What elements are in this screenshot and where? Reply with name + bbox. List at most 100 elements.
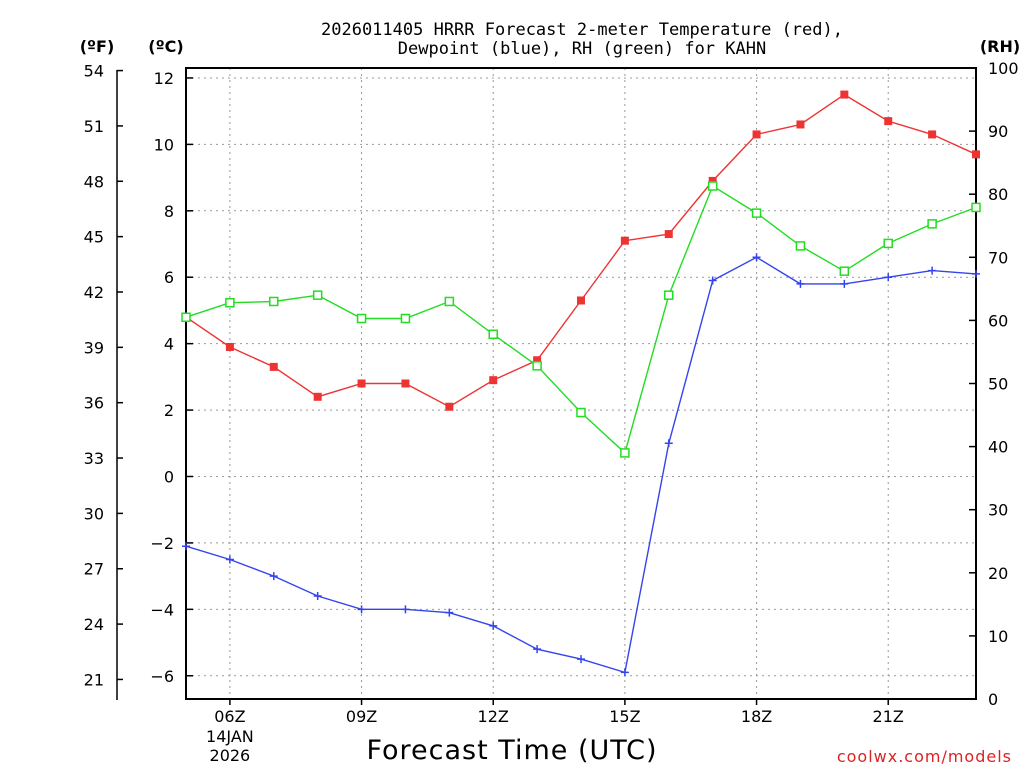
rh-point [883, 238, 893, 249]
rh-tick-label: 10 [988, 627, 1008, 646]
temperature-point [357, 379, 366, 388]
fahrenheit-tick-label: 42 [84, 283, 104, 302]
dewpoint-point [928, 266, 937, 275]
dewpoint-point [533, 645, 542, 654]
rh-point [488, 329, 498, 340]
dewpoint-point [401, 605, 410, 614]
rh-point [620, 448, 630, 458]
rh-point [532, 361, 542, 371]
fahrenheit-tick-label: 51 [84, 117, 104, 136]
x-tick-sublabel-year: 2026 [210, 746, 251, 765]
temperature-series-line [185, 93, 977, 408]
chart-title-line1: 2026011405 HRRR Forecast 2-meter Tempera… [321, 20, 843, 40]
series-layer [181, 90, 981, 677]
temperature-point [401, 379, 410, 388]
fahrenheit-tick-label: 54 [84, 62, 104, 81]
celsius-tick-label: 0 [164, 467, 174, 486]
plot-frame [185, 67, 977, 700]
dewpoint-point [269, 572, 278, 581]
x-axis-title: Forecast Time (UTC) [366, 735, 657, 766]
celsius-tick-label: 4 [164, 335, 174, 354]
temperature-point [972, 150, 980, 159]
rh-point [971, 202, 981, 213]
rh-tick-label: 0 [988, 690, 998, 709]
celsius-tick-label: −6 [150, 667, 174, 686]
dewpoint-point [182, 542, 190, 551]
dewpoint-point [884, 273, 893, 282]
x-tick-label: 18Z [741, 707, 772, 726]
rh-tick-label: 50 [988, 375, 1008, 394]
temperature-point [664, 230, 673, 239]
rh-tick-label: 60 [988, 311, 1008, 330]
rh-tick-label: 80 [988, 185, 1008, 204]
fahrenheit-tick-label: 39 [84, 338, 104, 357]
rh-tick-label: 90 [988, 122, 1008, 141]
dewpoint-series-line [185, 256, 977, 674]
celsius-tick-label: 6 [164, 268, 174, 287]
temperature-point [708, 176, 717, 185]
temperature-point [533, 356, 542, 365]
rh-point [269, 296, 279, 307]
unit-celsius-label: (ºC) [148, 37, 183, 56]
dewpoint-point [796, 279, 805, 288]
celsius-tick-label: 12 [154, 69, 174, 88]
x-tick-label: 12Z [478, 707, 509, 726]
temperature-point [225, 342, 234, 351]
grid-lines [186, 68, 976, 699]
x-tick-label: 21Z [873, 707, 904, 726]
rh-point [356, 313, 367, 324]
celsius-tick-label: −4 [150, 600, 174, 619]
unit-rh-label: (RH) [980, 37, 1020, 56]
fahrenheit-tick-label: 30 [84, 504, 104, 523]
temperature-point [752, 130, 761, 139]
x-tick-sublabel-date: 14JAN [206, 727, 254, 746]
x-tick-label: 06Z [214, 707, 245, 726]
celsius-tick-label: 10 [154, 135, 174, 154]
rh-point [576, 407, 586, 418]
fahrenheit-tick-label: 48 [84, 172, 104, 191]
fahrenheit-tick-label: 27 [84, 560, 104, 579]
rh-point [444, 296, 455, 307]
rh-point [181, 312, 191, 322]
dewpoint-point [577, 655, 585, 664]
chart-title-line2: Dewpoint (blue), RH (green) for KAHN [398, 39, 766, 59]
celsius-tick-label: 8 [164, 202, 174, 221]
celsius-tick-label: 2 [164, 401, 174, 420]
dewpoint-point [620, 668, 629, 677]
rh-tick-label: 30 [988, 501, 1008, 520]
rh-point [312, 290, 323, 300]
rh-point [707, 181, 718, 191]
dewpoint-point [225, 555, 234, 564]
fahrenheit-tick-label: 45 [84, 228, 104, 247]
dewpoint-point [840, 279, 849, 288]
x-tick-label: 09Z [346, 707, 377, 726]
dewpoint-point [357, 605, 366, 614]
temperature-point [445, 402, 454, 411]
dewpoint-point [972, 269, 980, 278]
x-tick-label: 15Z [609, 707, 640, 726]
dewpoint-point [445, 608, 454, 617]
rh-point [225, 297, 235, 308]
rh-point [664, 290, 674, 300]
credit-text: coolwx.com/models [837, 747, 1012, 766]
temperature-point [269, 362, 278, 371]
rh-tick-label: 40 [988, 438, 1008, 457]
rh-tick-label: 70 [988, 248, 1008, 267]
dewpoint-point [313, 592, 322, 601]
rh-tick-label: 100 [988, 59, 1019, 78]
temperature-point [489, 376, 498, 385]
dewpoint-point [664, 439, 673, 448]
rh-point [795, 241, 806, 251]
rh-point [400, 313, 411, 324]
dewpoint-point [489, 621, 498, 630]
fahrenheit-tick-label: 36 [84, 394, 104, 413]
temperature-point [840, 90, 849, 99]
rh-tick-label: 20 [988, 564, 1008, 583]
fahrenheit-tick-label: 33 [84, 449, 104, 468]
unit-fahrenheit-label: (ºF) [80, 37, 115, 56]
temperature-point [928, 130, 937, 139]
rh-point [839, 266, 850, 276]
rh-point [927, 219, 937, 229]
